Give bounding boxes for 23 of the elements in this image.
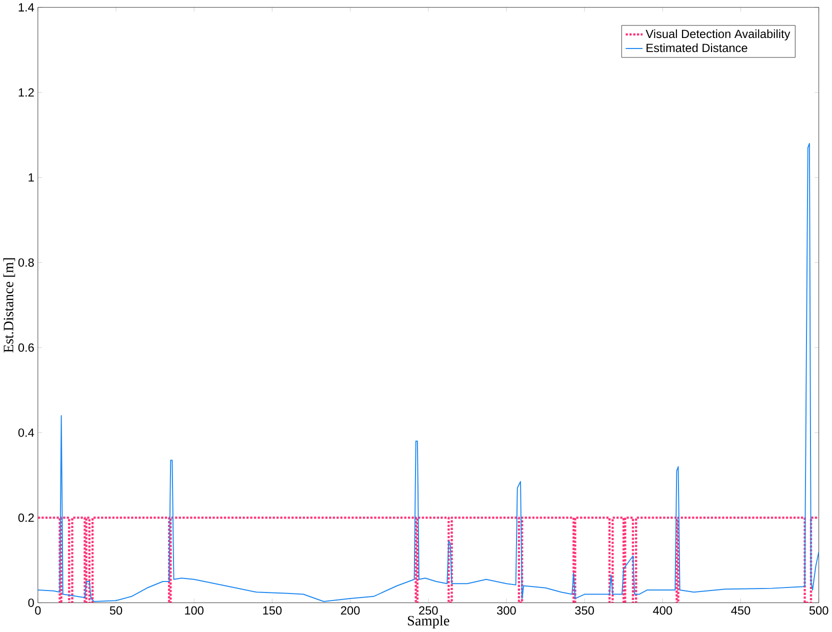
y-axis-title: Est.Distance [m]: [3, 258, 16, 353]
y-tick-label: 0.4: [18, 428, 34, 437]
x-tick-label: 400: [653, 606, 672, 615]
x-tick-label: 500: [809, 606, 828, 615]
x-tick-label: 450: [731, 606, 750, 615]
legend-label: Estimated Distance: [646, 44, 748, 52]
x-axis-title: Sample: [408, 616, 450, 629]
y-tick-label: 0: [28, 598, 34, 608]
y-tick-label: 0.6: [18, 344, 34, 352]
y-tick-label: 1.4: [18, 3, 34, 12]
legend-label: Visual Detection Availability: [646, 30, 790, 41]
x-tick-label: 0: [35, 606, 41, 615]
y-tick-label: 1: [28, 174, 34, 182]
x-tick-label: 200: [340, 606, 360, 615]
x-tick-label: 300: [497, 606, 516, 615]
x-tick-label: 50: [110, 606, 122, 615]
x-tick-label: 100: [185, 606, 204, 615]
x-tick-label: 150: [263, 606, 282, 615]
x-tick-label: 350: [575, 606, 594, 615]
y-tick-label: 1.2: [18, 88, 34, 97]
y-tick-label: 0.8: [18, 258, 34, 267]
x-tick-label: 250: [419, 606, 438, 615]
y-tick-label: 0.2: [18, 514, 34, 522]
